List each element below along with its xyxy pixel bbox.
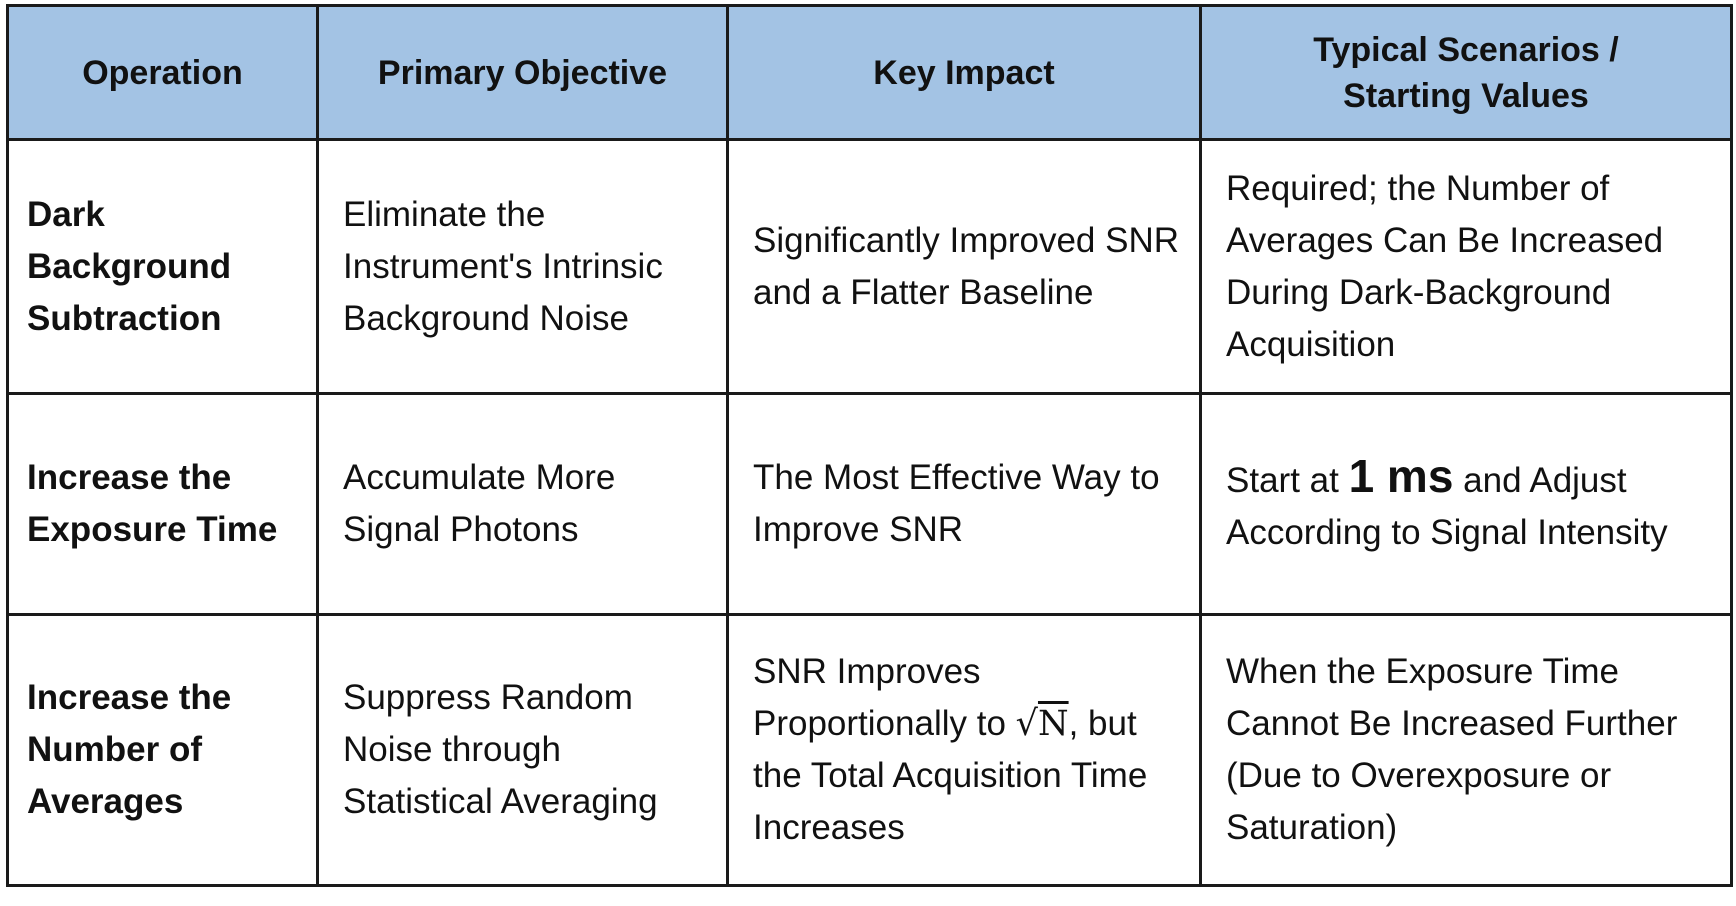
header-primary-objective: Primary Objective [316, 4, 729, 141]
cell-impact: Significantly Improved SNR and a Flatter… [726, 138, 1202, 395]
header-operation: Operation [6, 4, 319, 141]
exposure-start-value: 1 ms [1348, 449, 1454, 502]
table-row: Increase the Number of Averages Suppress… [6, 613, 1733, 887]
comparison-table-container: Operation Primary Objective Key Impact T… [6, 4, 1733, 887]
sqrt-variable: N [1037, 704, 1069, 744]
cell-objective: Accumulate More Signal Photons [316, 392, 729, 616]
table-row: Increase the Exposure Time Accumulate Mo… [6, 392, 1733, 616]
header-key-impact: Key Impact [726, 4, 1202, 141]
sqrt-n-formula: √N [1016, 704, 1069, 744]
cell-scenario: When the Exposure Time Cannot Be Increas… [1199, 613, 1733, 887]
impact-text-pre: SNR Improves Proportionally to [753, 652, 1006, 743]
header-scenarios-line2: Starting Values [1343, 76, 1589, 115]
impact-text-post: , but the Total Acquisition Time Increas… [753, 704, 1148, 847]
cell-scenario: Required; the Number of Averages Can Be … [1199, 138, 1733, 395]
cell-operation: Increase the Number of Averages [6, 613, 319, 887]
header-typical-scenarios: Typical Scenarios / Starting Values [1199, 4, 1733, 141]
cell-scenario: Start at 1 ms and Adjust According to Si… [1199, 392, 1733, 616]
cell-impact: SNR Improves Proportionally to √N, but t… [726, 613, 1202, 887]
table-header: Operation Primary Objective Key Impact T… [6, 4, 1733, 141]
table-row: Dark Background Subtraction Eliminate th… [6, 138, 1733, 395]
header-row: Operation Primary Objective Key Impact T… [6, 4, 1733, 141]
cell-objective: Suppress Random Noise through Statistica… [316, 613, 729, 887]
cell-operation: Increase the Exposure Time [6, 392, 319, 616]
sqrt-symbol: √ [1015, 704, 1038, 744]
scenario-text-pre: Start at [1226, 460, 1339, 500]
cell-objective: Eliminate the Instrument's Intrinsic Bac… [316, 138, 729, 395]
cell-operation: Dark Background Subtraction [6, 138, 319, 395]
table-body: Dark Background Subtraction Eliminate th… [6, 138, 1733, 887]
cell-impact: The Most Effective Way to Improve SNR [726, 392, 1202, 616]
header-scenarios-line1: Typical Scenarios / [1313, 30, 1619, 69]
snr-operations-table: Operation Primary Objective Key Impact T… [6, 4, 1733, 887]
scenario-text-post: and Adjust According to Signal Intensity [1226, 460, 1668, 552]
